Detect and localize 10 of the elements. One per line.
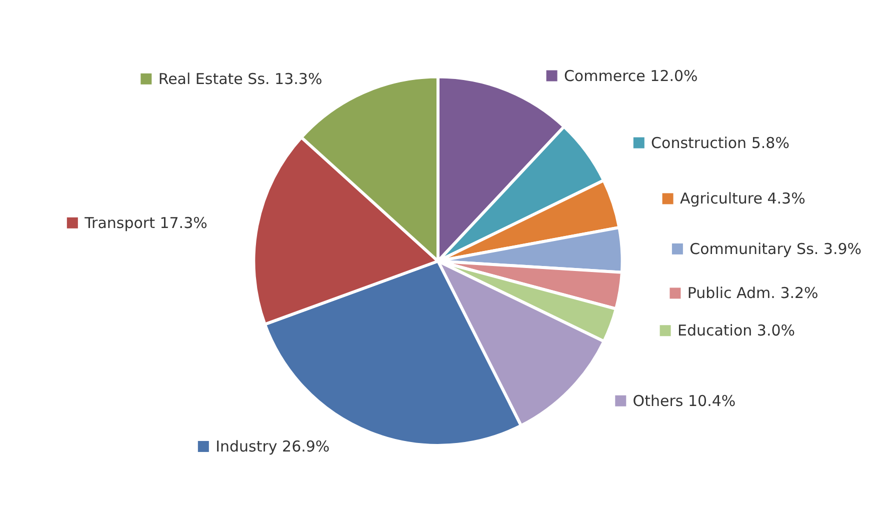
legend-label: Education 3.0% [677,322,796,340]
legend-label: Construction 5.8% [651,134,790,152]
legend-label: Industry 26.9% [216,437,330,456]
legend-label: Commerce 12.0% [564,66,698,85]
legend-label: Public Adm. 3.2% [687,284,818,302]
legend-label: Real Estate Ss. 13.3% [158,70,322,88]
legend-label: Communitary Ss. 3.9% [690,240,862,258]
legend-label: Transport 17.3% [84,214,208,232]
legend-label: Agriculture 4.3% [680,190,806,208]
legend-label: Others 10.4% [632,392,736,410]
